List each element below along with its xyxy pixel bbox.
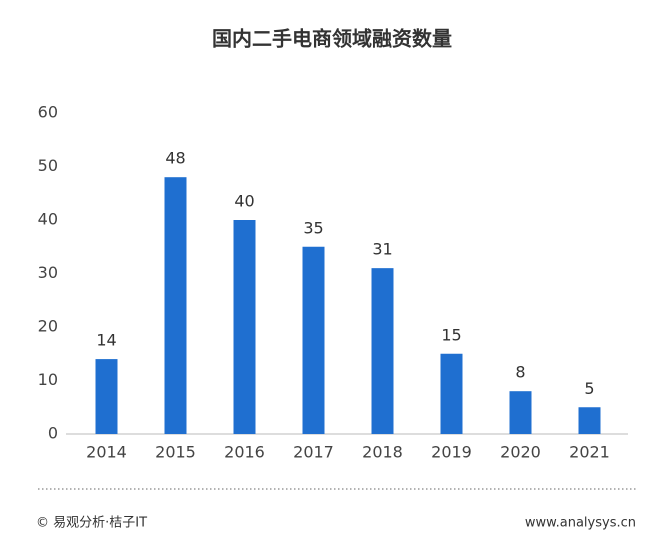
y-tick-label: 20 — [38, 317, 58, 336]
bar — [164, 177, 187, 434]
data-label: 8 — [515, 363, 525, 382]
data-label: 35 — [303, 218, 323, 237]
data-label: 40 — [234, 192, 254, 211]
y-tick-label: 30 — [38, 263, 58, 282]
bar — [95, 359, 118, 434]
y-tick-label: 50 — [38, 156, 58, 175]
bar — [233, 220, 256, 434]
x-tick-label: 2018 — [362, 443, 403, 462]
data-label: 5 — [584, 379, 594, 398]
x-tick-label: 2014 — [86, 443, 127, 462]
bar — [302, 246, 325, 434]
x-tick-label: 2016 — [224, 443, 265, 462]
y-tick-label: 0 — [48, 424, 58, 443]
x-tick-label: 2017 — [293, 443, 334, 462]
bar — [578, 407, 601, 434]
bar — [371, 268, 394, 434]
bar — [509, 391, 532, 434]
data-label: 48 — [165, 149, 185, 168]
x-tick-label: 2021 — [569, 443, 610, 462]
chart-title: 国内二手电商领域融资数量 — [212, 27, 452, 51]
x-tick-label: 2020 — [500, 443, 541, 462]
data-label: 15 — [441, 325, 461, 344]
bar — [440, 353, 463, 434]
y-tick-label: 60 — [38, 103, 58, 122]
x-tick-label: 2019 — [431, 443, 472, 462]
footer-source: © 易观分析·桔子IT — [36, 516, 147, 531]
x-tick-label: 2015 — [155, 443, 196, 462]
y-tick-label: 10 — [38, 370, 58, 389]
footer-website: www.analysys.cn — [525, 516, 636, 531]
y-tick-label: 40 — [38, 210, 58, 229]
data-label: 14 — [96, 331, 116, 350]
data-label: 31 — [372, 240, 392, 259]
